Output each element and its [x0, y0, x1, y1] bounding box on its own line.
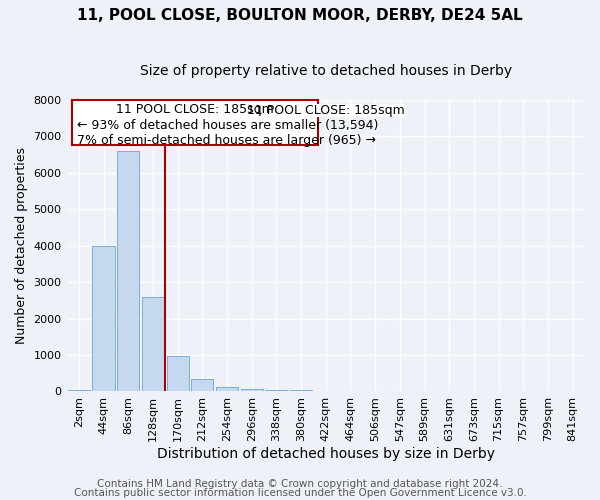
Text: ← 93% of detached houses are smaller (13,594)
7% of semi-detached houses are lar: ← 93% of detached houses are smaller (13… — [77, 119, 378, 147]
Title: Size of property relative to detached houses in Derby: Size of property relative to detached ho… — [140, 64, 512, 78]
Bar — [241, 388, 263, 392]
Bar — [167, 356, 189, 392]
Text: 11 POOL CLOSE: 185sqm: 11 POOL CLOSE: 185sqm — [116, 103, 274, 116]
Text: 11 POOL CLOSE: 185sqm: 11 POOL CLOSE: 185sqm — [247, 104, 404, 118]
Bar — [290, 390, 312, 392]
Bar — [142, 296, 164, 392]
Text: Contains public sector information licensed under the Open Government Licence v3: Contains public sector information licen… — [74, 488, 526, 498]
Bar — [117, 151, 139, 392]
Bar — [68, 390, 90, 392]
Bar — [92, 246, 115, 392]
X-axis label: Distribution of detached houses by size in Derby: Distribution of detached houses by size … — [157, 447, 495, 461]
Bar — [191, 379, 214, 392]
Bar — [216, 386, 238, 392]
Y-axis label: Number of detached properties: Number of detached properties — [15, 147, 28, 344]
FancyBboxPatch shape — [72, 100, 318, 145]
Bar — [265, 390, 287, 392]
Text: Contains HM Land Registry data © Crown copyright and database right 2024.: Contains HM Land Registry data © Crown c… — [97, 479, 503, 489]
Text: 11, POOL CLOSE, BOULTON MOOR, DERBY, DE24 5AL: 11, POOL CLOSE, BOULTON MOOR, DERBY, DE2… — [77, 8, 523, 22]
